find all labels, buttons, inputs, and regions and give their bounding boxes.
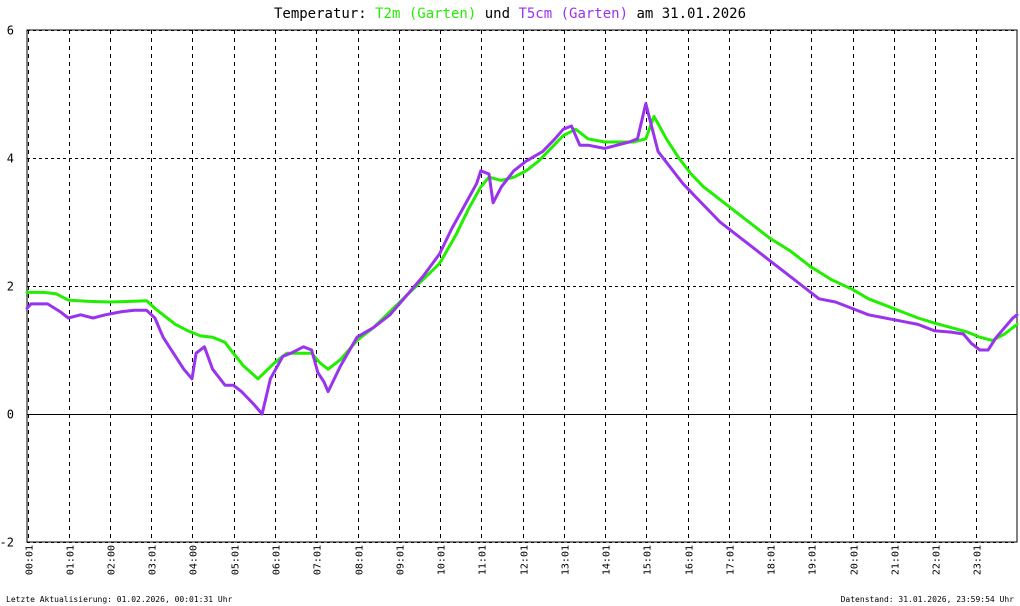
plot-frame (26, 29, 1018, 543)
y-tick-label: -2 (0, 536, 14, 550)
axes (26, 29, 1018, 543)
x-tick-label: 22:01 (932, 545, 943, 575)
x-tick-label: 17:01 (726, 545, 737, 575)
x-tick-label: 00:01 (25, 545, 36, 575)
x-tick-label: 16:01 (685, 545, 696, 575)
y-tick-label: 6 (7, 24, 14, 38)
y-tick-label: 4 (7, 152, 14, 166)
x-tick-label: 08:01 (355, 545, 366, 575)
x-tick-label: 02:00 (107, 545, 118, 575)
x-tick-label: 03:01 (148, 545, 159, 575)
x-tick-label: 20:01 (850, 545, 861, 575)
title-suffix: am 31.01.2026 (628, 6, 746, 22)
title-series-t2m: T2m (Garten) (375, 6, 476, 22)
series-line-t2m (25, 114, 1019, 381)
x-tick-label: 13:01 (561, 545, 572, 575)
x-tick-label: 12:01 (520, 545, 531, 575)
y-tick-label: 2 (7, 280, 14, 294)
x-tick-label: 05:01 (231, 545, 242, 575)
x-tick-label: 07:01 (313, 545, 324, 575)
x-tick-label: 04:00 (189, 545, 200, 575)
tick-labels: 00:01 01:01 02:00 03:01 04:00 05:01 06:01 07:01… (0, 24, 984, 576)
title-series-t5cm: T5cm (Garten) (518, 6, 628, 22)
x-tick-label: 06:01 (272, 545, 283, 575)
x-tick-label: 23:01 (973, 545, 984, 575)
y-tick-label: 0 (7, 408, 14, 422)
x-tick-label: 21:01 (891, 545, 902, 575)
footer-data-status: Datenstand: 31.01.2026, 23:59:54 Uhr (841, 595, 1015, 604)
x-tick-label: 01:01 (66, 545, 77, 575)
footer-last-update: Letzte Aktualisierung: 01.02.2026, 00:01… (6, 595, 233, 604)
chart-title: Temperatur: T2m (Garten) und T5cm (Garte… (274, 6, 746, 22)
series-line-t5cm (25, 102, 1019, 416)
title-prefix: Temperatur: (274, 6, 375, 22)
x-tick-label: 11:01 (478, 545, 489, 575)
title-middle: und (476, 6, 518, 22)
x-tick-label: 14:01 (602, 545, 613, 575)
series-lines (25, 102, 1019, 416)
x-tick-label: 10:01 (437, 545, 448, 575)
x-tick-label: 19:01 (808, 545, 819, 575)
x-tick-label: 18:01 (767, 545, 778, 575)
x-tick-label: 09:01 (396, 545, 407, 575)
x-tick-label: 15:01 (643, 545, 654, 575)
